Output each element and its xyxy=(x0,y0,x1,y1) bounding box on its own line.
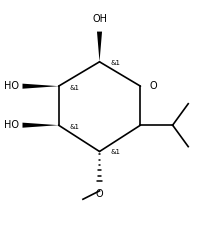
Text: O: O xyxy=(149,81,157,91)
Text: &1: &1 xyxy=(110,60,120,66)
Polygon shape xyxy=(22,84,59,89)
Text: HO: HO xyxy=(4,120,19,130)
Text: &1: &1 xyxy=(69,85,79,91)
Text: O: O xyxy=(96,189,103,199)
Polygon shape xyxy=(97,32,102,62)
Polygon shape xyxy=(22,123,59,128)
Text: OH: OH xyxy=(92,14,107,24)
Text: &1: &1 xyxy=(69,124,79,130)
Text: HO: HO xyxy=(4,81,19,91)
Text: &1: &1 xyxy=(110,149,120,155)
